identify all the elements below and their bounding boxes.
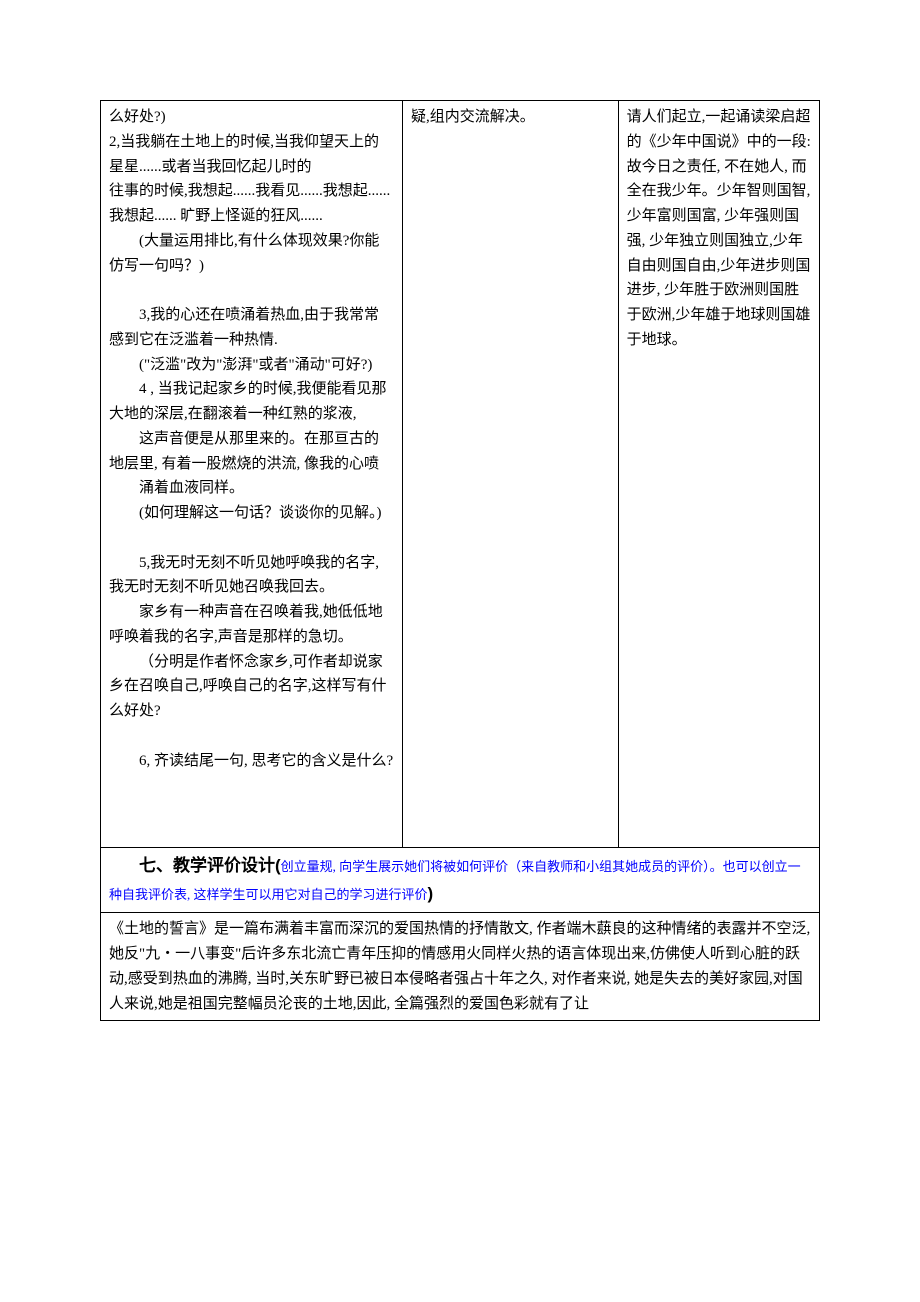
evaluation-text-cell: 《土地的誓言》是一篇布满着丰富而深沉的爱国热情的抒情散文, 作者端木蕻良的这种情…: [101, 913, 820, 1021]
text-line: 涌着血液同样。: [109, 476, 394, 501]
text-line: 2,当我躺在土地上的时候,当我仰望天上的星星......或者当我回忆起儿时的: [109, 130, 394, 180]
section-title-close: ): [428, 884, 434, 903]
text-line: 3,我的心还在喷涌着热血,由于我常常感到它在泛滥着一种热情.: [109, 303, 394, 353]
section-title: 七、教学评价设计(: [139, 856, 281, 875]
section-heading-cell: 七、教学评价设计(创立量规, 向学生展示她们将被如何评价（来自教师和小组其她成员…: [101, 848, 820, 913]
text-line: 5,我无时无刻不听见她呼唤我的名字,我无时无刻不听见她召唤我回去。: [109, 551, 394, 601]
text-line: 家乡有一种声音在召唤着我,她低低地呼唤着我的名字,声音是那样的急切。: [109, 600, 394, 650]
text-line: ("泛滥"改为"澎湃"或者"涌动"可好?): [109, 353, 394, 378]
student-activity-cell: 疑,组内交流解决。: [402, 101, 618, 848]
text-line: 《土地的誓言》是一篇布满着丰富而深沉的爱国热情的抒情散文, 作者端木蕻良的这种情…: [109, 917, 811, 1016]
content-row: 么好处?) 2,当我躺在土地上的时候,当我仰望天上的星星......或者当我回忆…: [101, 101, 820, 848]
lesson-plan-table: 么好处?) 2,当我躺在土地上的时候,当我仰望天上的星星......或者当我回忆…: [100, 100, 820, 1021]
text-line: 疑,组内交流解决。: [411, 105, 610, 130]
text-line: (如何理解这一句话？谈谈你的见解。): [109, 501, 394, 526]
text-line: 6, 齐读结尾一句, 思考它的含义是什么?: [109, 749, 394, 774]
text-line: (大量运用排比,有什么体现效果?你能仿写一句吗？): [109, 229, 394, 279]
evaluation-body-row: 《土地的誓言》是一篇布满着丰富而深沉的爱国热情的抒情散文, 作者端木蕻良的这种情…: [101, 913, 820, 1021]
teacher-activity-cell: 么好处?) 2,当我躺在土地上的时候,当我仰望天上的星星......或者当我回忆…: [101, 101, 403, 848]
text-line: 故今日之责任, 不在她人, 而全在我少年。少年智则国智, 少年富则国富, 少年强…: [627, 155, 811, 353]
text-line: 往事的时候,我想起......我看见......我想起...... 我想起...…: [109, 179, 394, 229]
text-line: 么好处?): [109, 105, 394, 130]
section-heading-row: 七、教学评价设计(创立量规, 向学生展示她们将被如何评价（来自教师和小组其她成员…: [101, 848, 820, 913]
text-line: （分明是作者怀念家乡,可作者却说家乡在召唤自己,呼唤自己的名字,这样写有什么好处…: [109, 650, 394, 724]
text-line: 这声音便是从那里来的。在那亘古的地层里, 有着一股燃烧的洪流, 像我的心喷: [109, 427, 394, 477]
text-line: 请人们起立,一起诵读梁启超的《少年中国说》中的一段:: [627, 105, 811, 155]
text-line: 4 , 当我记起家乡的时候,我便能看见那大地的深层,在翻滚着一种红熟的浆液,: [109, 377, 394, 427]
design-intent-cell: 请人们起立,一起诵读梁启超的《少年中国说》中的一段: 故今日之责任, 不在她人,…: [618, 101, 819, 848]
blank-space: [109, 773, 394, 843]
